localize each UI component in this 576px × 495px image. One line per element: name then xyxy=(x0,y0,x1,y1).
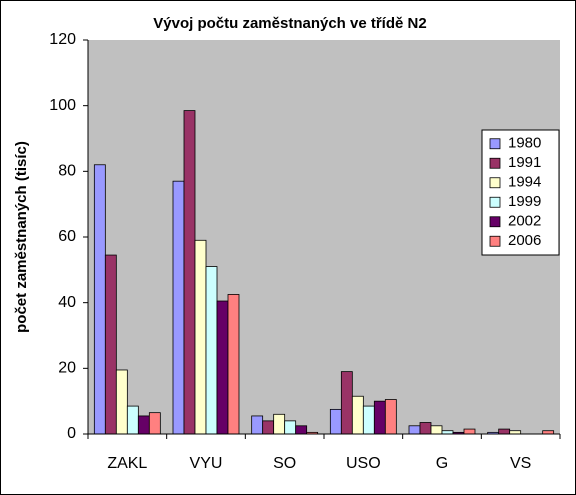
y-tick-label: 100 xyxy=(49,97,76,114)
y-axis-label: počet zaměstnaných (tisíc) xyxy=(13,141,30,333)
legend-label: 1994 xyxy=(508,174,541,191)
chart-title: Vývoj počtu zaměstnaných ve třídě N2 xyxy=(153,15,426,32)
bar xyxy=(340,371,353,435)
bar xyxy=(194,239,207,435)
legend-swatch xyxy=(489,138,501,150)
legend-label: 1999 xyxy=(508,193,541,210)
y-tick-label: 0 xyxy=(67,425,76,442)
bar xyxy=(251,415,264,435)
legend-label: 2002 xyxy=(508,213,541,230)
bar xyxy=(172,180,185,435)
bar xyxy=(362,405,375,435)
bar xyxy=(137,415,150,435)
y-tick-label: 120 xyxy=(49,31,76,48)
bar xyxy=(408,425,421,435)
bar xyxy=(384,399,397,435)
bar xyxy=(351,395,364,435)
legend-label: 1991 xyxy=(508,154,541,171)
legend-swatch xyxy=(489,235,501,247)
legend-swatch xyxy=(489,177,501,189)
legend-label: 1980 xyxy=(508,135,541,152)
x-tick-label: VYU xyxy=(190,455,223,472)
bar xyxy=(262,420,275,435)
bar xyxy=(498,428,511,435)
legend-swatch xyxy=(489,216,501,228)
bar xyxy=(183,110,196,435)
y-tick-label: 40 xyxy=(58,294,76,311)
bar xyxy=(463,428,476,435)
legend-swatch xyxy=(489,157,501,169)
x-tick-label: G xyxy=(436,455,448,472)
legend-swatch xyxy=(489,196,501,208)
bar xyxy=(126,405,139,435)
bar xyxy=(273,413,286,435)
bar xyxy=(205,266,218,435)
legend-label: 2006 xyxy=(508,232,541,249)
y-tick-label: 20 xyxy=(58,360,76,377)
bar xyxy=(93,164,106,435)
y-tick-label: 60 xyxy=(58,228,76,245)
bar xyxy=(295,425,308,435)
x-tick-label: SO xyxy=(273,455,296,472)
bar xyxy=(216,300,229,435)
bar xyxy=(148,412,161,435)
x-tick-label: VS xyxy=(510,455,531,472)
plot-area xyxy=(88,40,560,434)
bar xyxy=(104,254,117,435)
bar xyxy=(115,369,128,435)
bar xyxy=(430,425,443,435)
bar xyxy=(284,420,297,435)
x-tick-label: USO xyxy=(346,455,381,472)
y-tick-label: 80 xyxy=(58,163,76,180)
bar xyxy=(419,422,432,435)
bar xyxy=(373,400,386,435)
x-tick-label: ZAKL xyxy=(107,455,147,472)
bar xyxy=(227,294,240,435)
bar xyxy=(329,408,342,435)
legend xyxy=(481,129,560,256)
